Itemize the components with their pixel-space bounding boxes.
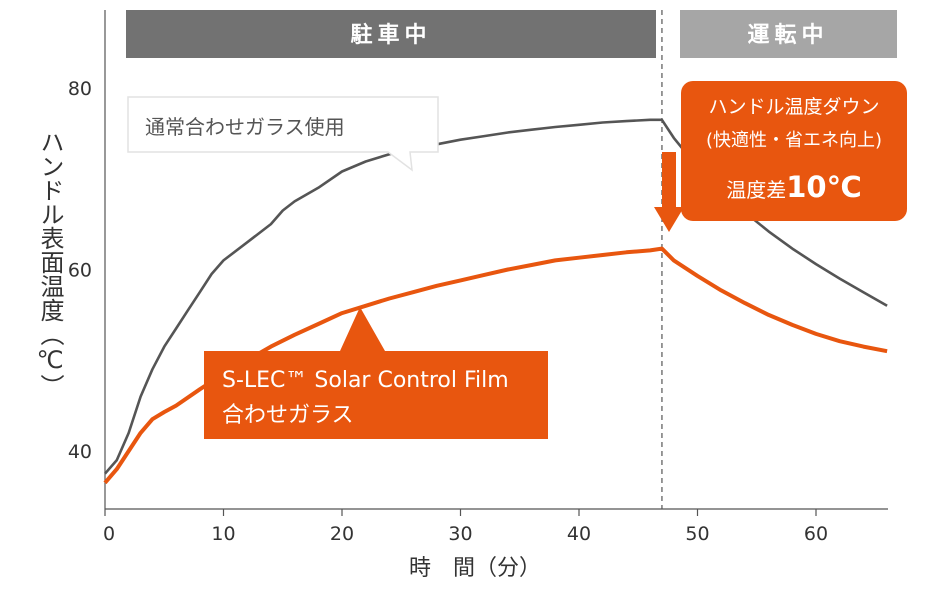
series-line-solar-control-glass: [103, 246, 888, 485]
difference-arrow-shaft: [662, 152, 676, 210]
diff-line3: 温度差10℃: [726, 170, 861, 204]
callout-solar-control-glass-bubble: [204, 307, 548, 439]
axis-ticks: 0 10 20 30 40 50 60 40 60 80: [68, 78, 828, 545]
diff-line1: ハンドル温度ダウン: [708, 96, 879, 118]
y-tick-label: 40: [68, 441, 92, 463]
difference-arrow: [654, 152, 684, 232]
y-axis-title: ハンドル表面温度（℃）: [36, 130, 64, 398]
phase-label-parked: 駐車中: [350, 22, 431, 48]
diff-line2: (快適性・省エネ向上): [706, 130, 882, 151]
x-tick-label: 20: [330, 523, 354, 545]
x-tick-label: 30: [448, 523, 472, 545]
callout-temperature-difference: ハンドル温度ダウン (快適性・省エネ向上) 温度差10℃: [681, 81, 907, 221]
diff-line3-prefix: 温度差: [726, 178, 786, 202]
y-tick-label: 60: [68, 260, 92, 282]
callout-standard-glass: 通常合わせガラス使用: [127, 96, 439, 172]
phase-label-driving: 運転中: [747, 22, 828, 48]
callout-standard-glass-bubble: [127, 96, 439, 172]
y-tick-label: 80: [68, 78, 92, 100]
callout-standard-glass-label: 通常合わせガラス使用: [145, 115, 345, 139]
phase-band-driving: [680, 10, 897, 58]
x-tick-label: 50: [685, 523, 709, 545]
x-tick-label: 0: [103, 523, 115, 545]
x-axis-title: 時 間（分）: [409, 556, 541, 581]
callout-solar-control-glass-line1: S-LEC™ Solar Control Film: [222, 368, 509, 393]
x-tick-label: 60: [804, 523, 828, 545]
callout-temperature-difference-box: [681, 81, 907, 221]
x-tick-label: 10: [211, 523, 235, 545]
x-tick-label: 40: [567, 523, 591, 545]
callout-solar-control-glass-line2: 合わせガラス: [222, 403, 354, 428]
phase-band-parked: [126, 10, 656, 58]
difference-arrow-head: [654, 207, 684, 232]
diff-line3-value: 10℃: [786, 170, 861, 204]
callout-solar-control-glass: S-LEC™ Solar Control Film 合わせガラス: [204, 307, 548, 439]
